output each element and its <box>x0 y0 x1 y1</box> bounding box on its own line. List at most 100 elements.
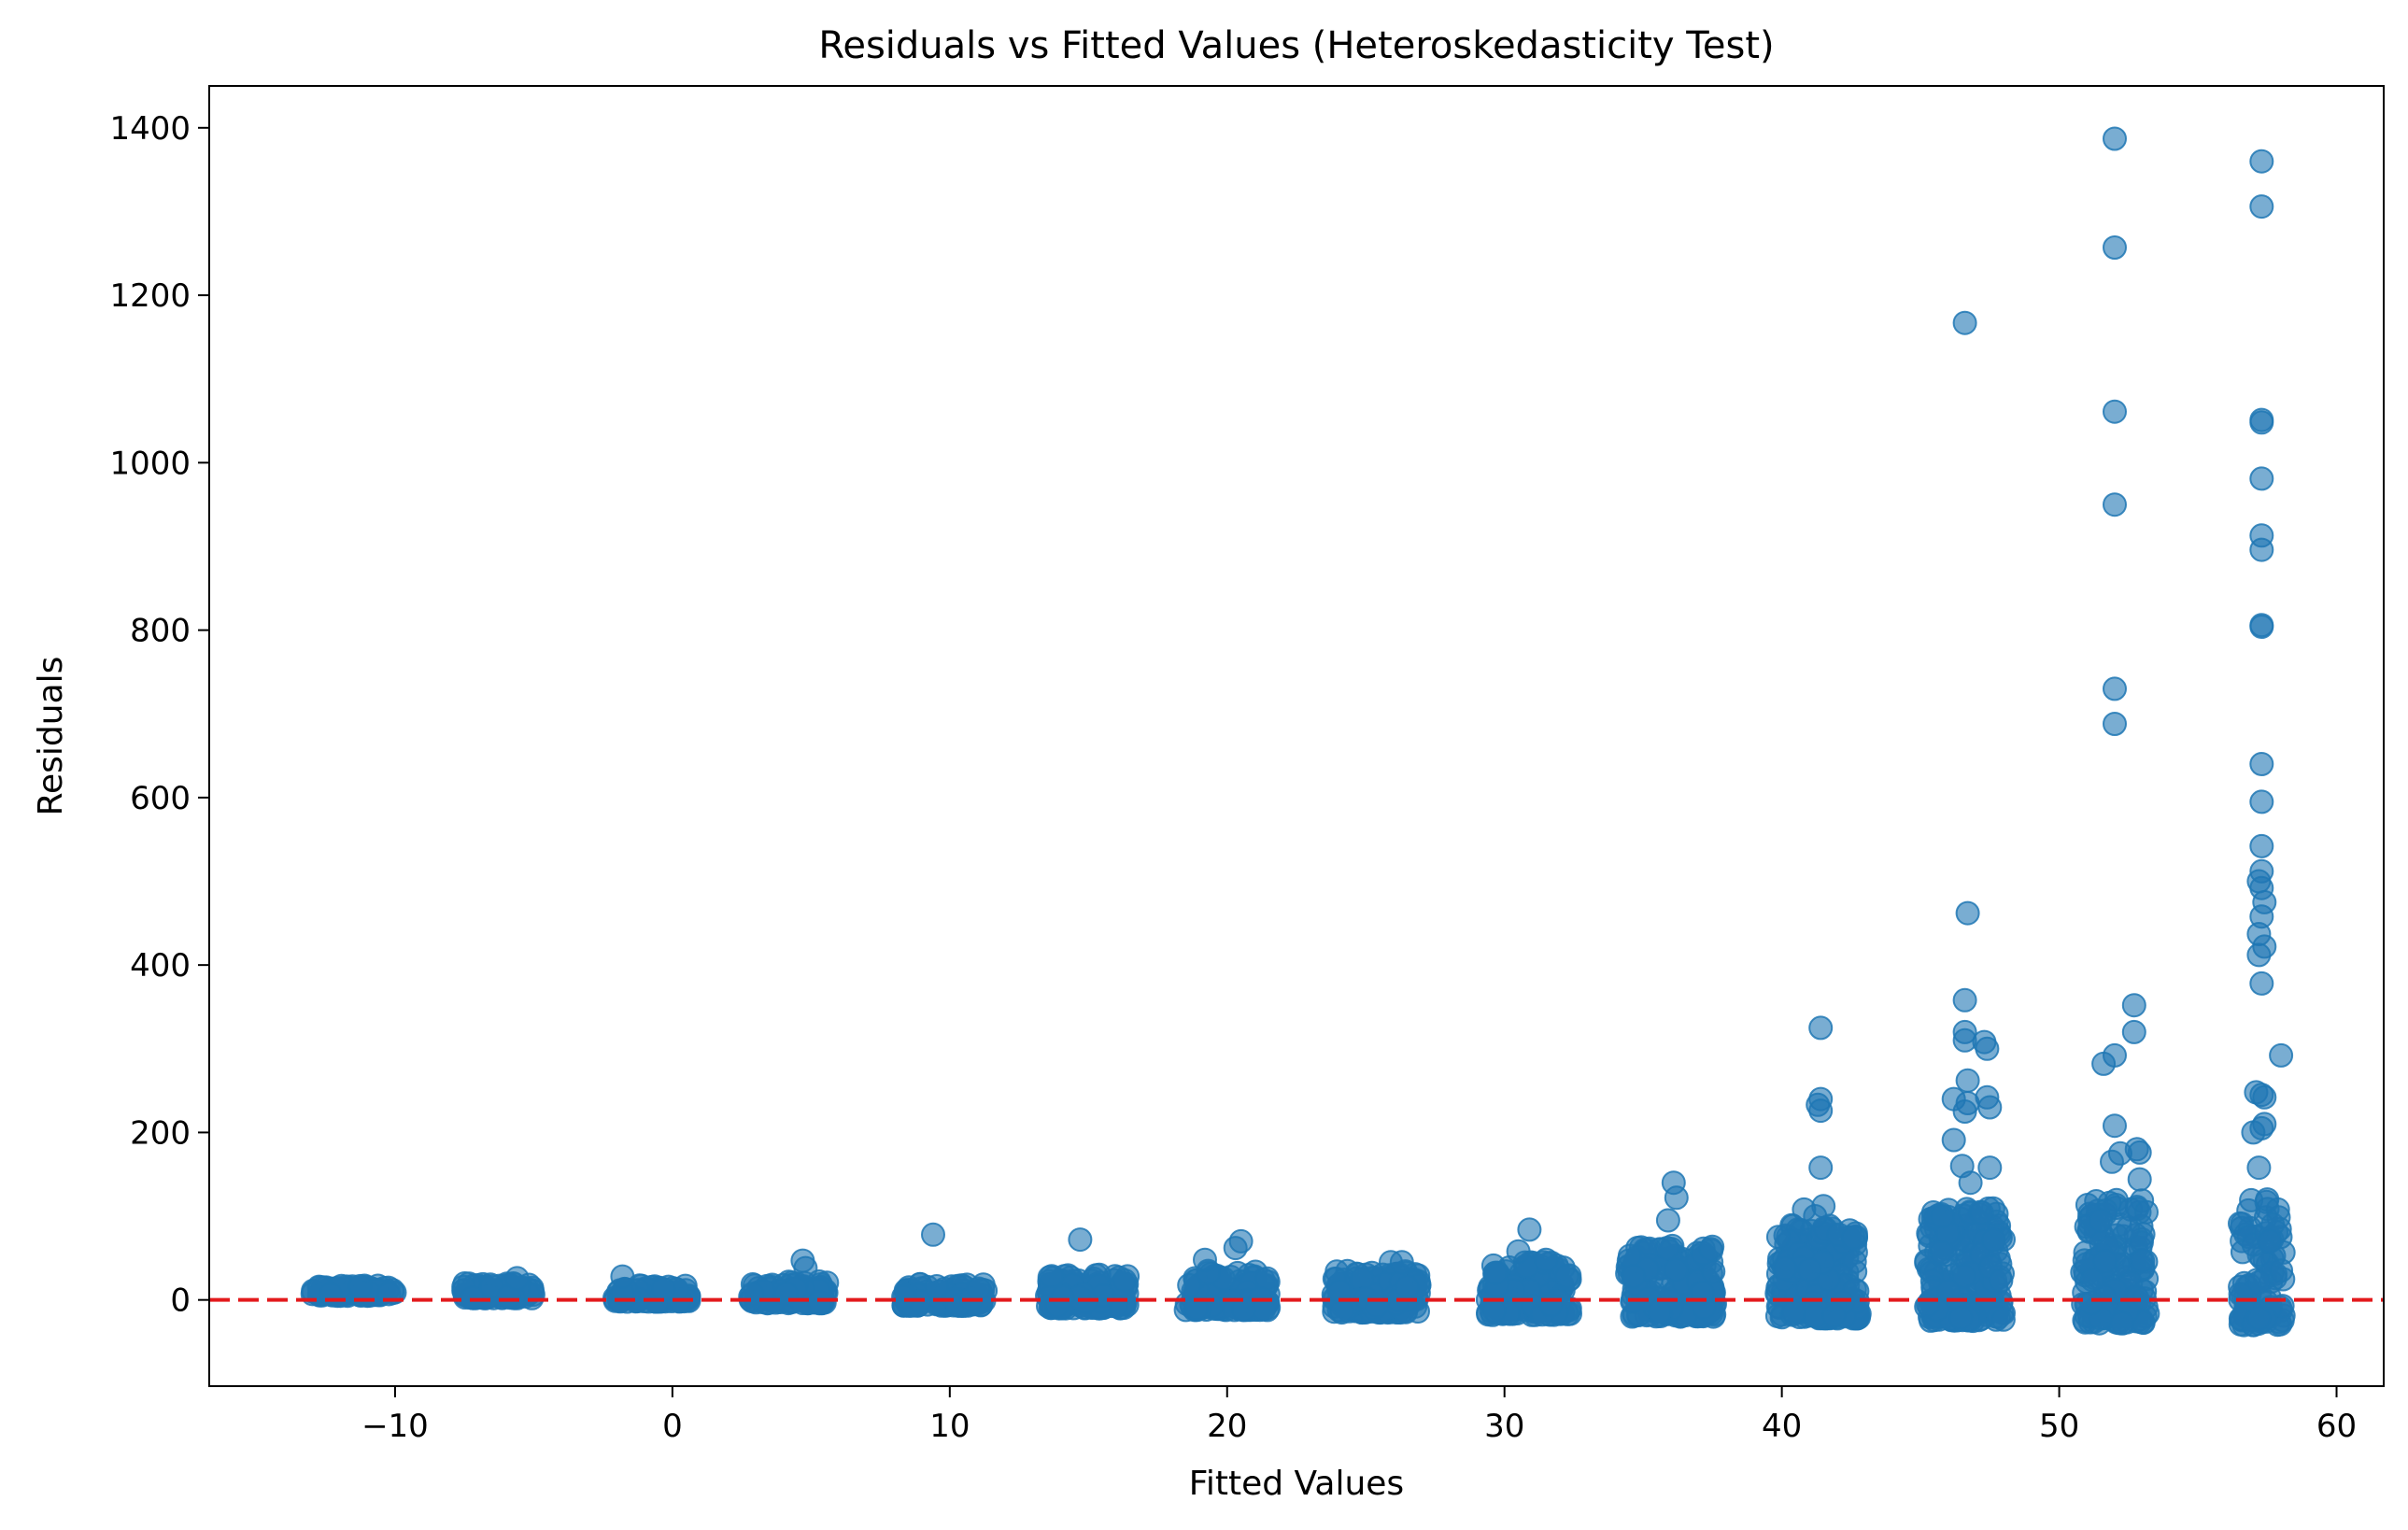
data-point <box>1781 1299 1806 1325</box>
x-tick-label: −10 <box>361 1408 429 1445</box>
data-point <box>1068 1227 1093 1253</box>
data-point <box>1808 1098 1834 1124</box>
data-point <box>1254 1266 1280 1291</box>
data-point <box>2255 1187 2280 1212</box>
data-point <box>2246 1306 2272 1331</box>
plot-frame <box>208 85 2385 1387</box>
data-point <box>1231 1297 1256 1323</box>
data-point <box>1977 1095 2003 1120</box>
data-point <box>2127 1167 2152 1192</box>
data-point <box>1797 1257 1822 1282</box>
data-point <box>1773 1255 1798 1281</box>
data-point <box>2252 1084 2277 1110</box>
data-point <box>1936 1279 1962 1304</box>
data-point <box>1647 1299 1672 1325</box>
data-point <box>2269 1042 2294 1068</box>
data-point <box>1930 1240 1954 1265</box>
data-point <box>1808 1155 1834 1181</box>
y-axis-label: Residuals <box>32 657 70 816</box>
data-point <box>1841 1225 1866 1250</box>
chart-title: Residuals vs Fitted Values (Heteroskedas… <box>818 24 1774 67</box>
data-point <box>1183 1296 1209 1321</box>
data-point <box>2246 1269 2272 1295</box>
data-point <box>1664 1185 1689 1211</box>
data-point <box>1517 1217 1542 1242</box>
data-point <box>2241 1120 2266 1145</box>
data-point <box>807 1290 832 1315</box>
data-point <box>1554 1264 1579 1289</box>
data-point <box>1955 900 1980 926</box>
data-point <box>1977 1155 2003 1181</box>
y-tick-label: 0 <box>170 1282 191 1320</box>
data-point <box>1952 1099 1977 1124</box>
data-point <box>2103 235 2127 260</box>
data-point <box>1952 987 1977 1013</box>
data-point <box>1948 1305 1974 1330</box>
data-point <box>2246 942 2272 968</box>
data-point <box>2249 970 2274 996</box>
data-point <box>2121 1019 2146 1044</box>
data-point <box>1989 1268 2014 1293</box>
x-tick-label: 40 <box>1762 1408 1802 1445</box>
data-point <box>1952 310 1977 335</box>
data-point <box>2228 1282 2253 1307</box>
x-axis-ticks: −10 0 10 20 30 40 50 60 <box>361 1386 2357 1445</box>
data-point <box>610 1264 635 1289</box>
y-tick-label: 1200 <box>109 277 191 315</box>
data-point <box>1538 1293 1564 1317</box>
data-point <box>2249 194 2274 220</box>
data-point <box>2134 1199 2159 1225</box>
data-point <box>2258 1228 2283 1254</box>
data-point <box>1039 1264 1064 1289</box>
data-point <box>2269 1258 2294 1283</box>
data-point <box>2103 492 2127 517</box>
data-points <box>300 126 2296 1338</box>
data-point <box>2109 1310 2134 1336</box>
data-point <box>1765 1225 1791 1250</box>
data-point <box>1664 1257 1689 1282</box>
data-point <box>1698 1237 1723 1262</box>
data-point <box>651 1276 676 1301</box>
data-point <box>2249 466 2274 491</box>
data-point <box>2103 399 2127 424</box>
data-point <box>1506 1239 1531 1264</box>
data-point <box>318 1282 343 1307</box>
y-tick-label: 1000 <box>109 445 191 482</box>
data-point <box>924 1274 949 1298</box>
data-point <box>2103 712 2127 736</box>
data-point <box>2249 615 2274 639</box>
data-point <box>2100 1149 2124 1174</box>
data-point <box>1792 1197 1817 1222</box>
data-point <box>2092 1249 2118 1274</box>
data-point <box>2249 537 2274 562</box>
x-tick-label: 0 <box>662 1408 683 1445</box>
data-point <box>2249 789 2274 815</box>
data-point <box>966 1276 991 1301</box>
data-point <box>1654 1236 1679 1261</box>
data-point <box>1050 1284 1075 1310</box>
data-point <box>891 1284 916 1310</box>
data-point <box>1389 1250 1414 1275</box>
data-point <box>2079 1291 2103 1316</box>
data-point <box>2079 1268 2104 1293</box>
data-point <box>2121 993 2146 1018</box>
data-point <box>1177 1272 1202 1297</box>
data-point <box>1327 1280 1353 1304</box>
x-tick-label: 60 <box>2316 1408 2357 1445</box>
data-point <box>1808 1015 1834 1041</box>
data-point <box>2116 1215 2141 1240</box>
data-point <box>347 1273 373 1298</box>
x-tick-label: 10 <box>929 1408 970 1445</box>
data-point <box>2103 1113 2127 1139</box>
data-point <box>1223 1236 1248 1261</box>
x-axis-label: Fitted Values <box>1189 1465 1404 1503</box>
data-point <box>1821 1303 1847 1328</box>
data-point <box>1112 1268 1137 1293</box>
data-point <box>1990 1307 2016 1332</box>
data-point <box>1481 1298 1507 1324</box>
data-point <box>2249 149 2274 174</box>
data-point <box>2246 1155 2272 1181</box>
data-point <box>1975 1036 2000 1061</box>
data-point <box>460 1285 485 1310</box>
